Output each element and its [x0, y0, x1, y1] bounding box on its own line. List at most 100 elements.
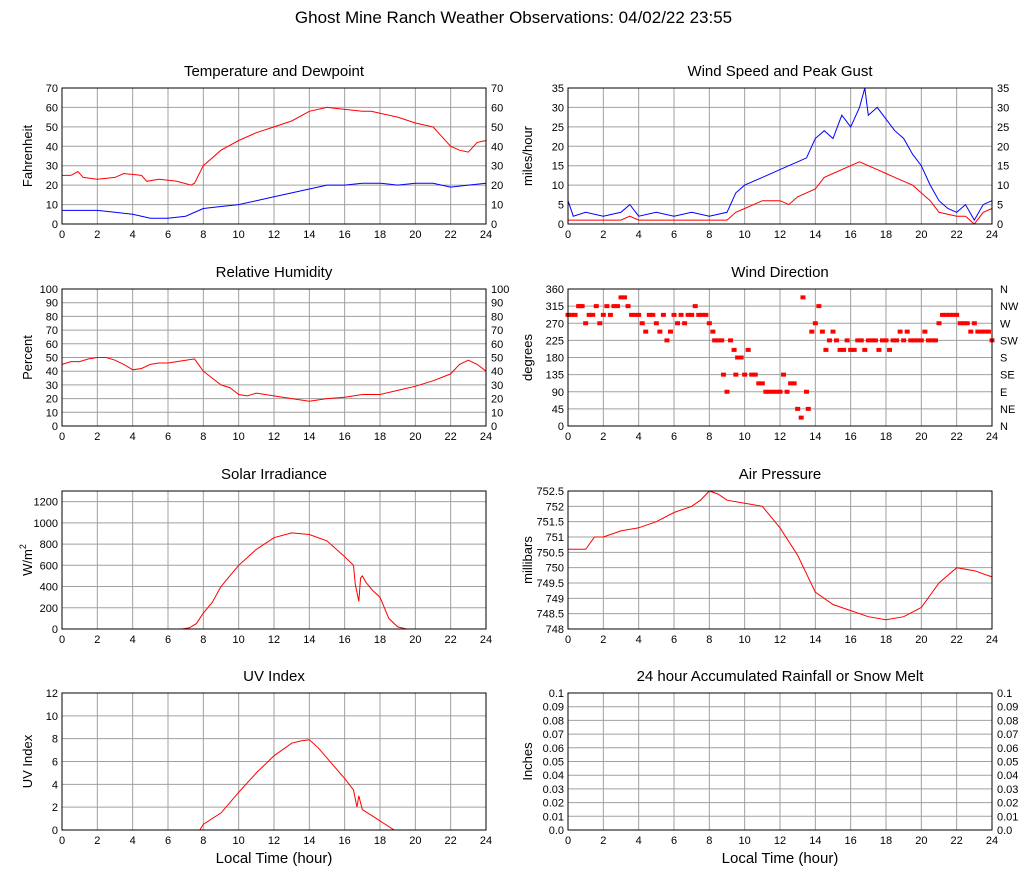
y-tick-label: 749 [546, 593, 564, 605]
data-point [600, 312, 606, 317]
x-tick-label: 16 [339, 431, 351, 443]
data-point [804, 389, 809, 394]
data-point [625, 304, 631, 309]
data-point [724, 389, 730, 394]
y-tick-label-right: 60 [491, 339, 503, 351]
y-tick-label: 4 [52, 779, 58, 791]
chart-title: Relative Humidity [216, 264, 333, 281]
y-tick-label: 0 [52, 219, 58, 231]
x-tick-label: 12 [774, 229, 786, 241]
x-tick-label: 0 [565, 431, 571, 443]
y-axis-label: millibars [520, 536, 535, 584]
plot-frame [567, 288, 993, 427]
x-tick-label: 2 [94, 431, 100, 443]
plot-frame [567, 490, 993, 630]
x-tick-label: 0 [59, 229, 65, 241]
x-tick-label: 10 [233, 229, 245, 241]
data-point [872, 338, 878, 343]
y-tick-label-right: 0.03 [997, 784, 1018, 796]
y-tick-label: 70 [46, 325, 58, 337]
y-tick-label: 40 [46, 141, 58, 153]
data-point [805, 406, 811, 411]
x-tick-label: 0 [565, 634, 571, 646]
data-point [671, 312, 677, 317]
data-point [915, 338, 921, 343]
y-tick-label-right: 0.1 [997, 688, 1012, 700]
y-tick-label: 20 [46, 180, 58, 192]
data-point [950, 312, 956, 317]
data-point [964, 321, 970, 326]
data-point [699, 312, 705, 317]
y-tick-label-right: 80 [491, 311, 503, 323]
y-tick-label-right: 0.02 [997, 798, 1018, 810]
series-line-1 [568, 161, 993, 225]
compass-label: NE [1000, 404, 1015, 416]
y-tick-label-right: 35 [997, 83, 1009, 95]
plot-frame [61, 490, 487, 630]
data-point [812, 321, 818, 326]
compass-label: SW [1000, 335, 1018, 347]
y-tick-label: 748 [546, 624, 564, 636]
compass-label: S [1000, 353, 1007, 365]
y-axis-label: Percent [20, 335, 35, 380]
data-point [784, 389, 790, 394]
data-point [823, 347, 829, 352]
x-tick-label: 2 [94, 229, 100, 241]
data-point [947, 312, 953, 317]
y-tick-label: 50 [46, 122, 58, 134]
data-point [816, 304, 822, 309]
page-title: Ghost Mine Ranch Weather Observations: 0… [294, 8, 733, 27]
data-point [841, 347, 847, 352]
x-tick-label: 6 [671, 431, 677, 443]
data-point [901, 338, 907, 343]
data-point [706, 321, 712, 326]
data-point [961, 321, 967, 326]
x-tick-label: 24 [480, 634, 492, 646]
data-point [908, 338, 914, 343]
data-point [975, 329, 981, 334]
y-tick-label: 10 [552, 180, 564, 192]
y-tick-label-right: 70 [491, 325, 503, 337]
x-tick-label: 10 [233, 634, 245, 646]
data-point [604, 304, 610, 309]
x-tick-label: 16 [339, 835, 351, 847]
data-point [735, 355, 741, 360]
y-tick-label: 0.04 [543, 770, 564, 782]
y-tick-label: 1200 [34, 497, 58, 509]
x-tick-label: 8 [706, 431, 712, 443]
data-point [844, 338, 850, 343]
y-axis-label: Fahrenheit [20, 125, 35, 188]
data-point [607, 312, 613, 317]
data-point [636, 312, 642, 317]
x-tick-label: 14 [303, 431, 315, 443]
y-tick-label-right: 100 [491, 284, 509, 296]
y-tick-label: 0 [52, 421, 58, 433]
series-line-0 [62, 106, 487, 186]
x-tick-label: 6 [165, 229, 171, 241]
plot-frame [61, 288, 487, 427]
data-point [731, 347, 737, 352]
x-tick-label: 12 [268, 634, 280, 646]
y-tick-label: 0 [558, 219, 564, 231]
x-tick-label: 14 [809, 431, 821, 443]
x-tick-label: 20 [409, 835, 421, 847]
x-tick-label: 22 [445, 229, 457, 241]
x-tick-label: 12 [268, 229, 280, 241]
x-axis-label: Local Time (hour) [722, 850, 839, 867]
data-point [692, 304, 698, 309]
x-tick-label: 16 [845, 835, 857, 847]
x-tick-label: 8 [200, 835, 206, 847]
y-tick-label-right: 0 [491, 219, 497, 231]
x-tick-label: 0 [565, 229, 571, 241]
x-tick-label: 22 [951, 431, 963, 443]
y-tick-label: 750.5 [536, 547, 564, 559]
data-point [639, 321, 645, 326]
x-tick-label: 10 [233, 835, 245, 847]
x-tick-label: 12 [774, 835, 786, 847]
x-tick-label: 24 [480, 229, 492, 241]
y-tick-label-right: 0 [491, 421, 497, 433]
data-point [982, 329, 988, 334]
